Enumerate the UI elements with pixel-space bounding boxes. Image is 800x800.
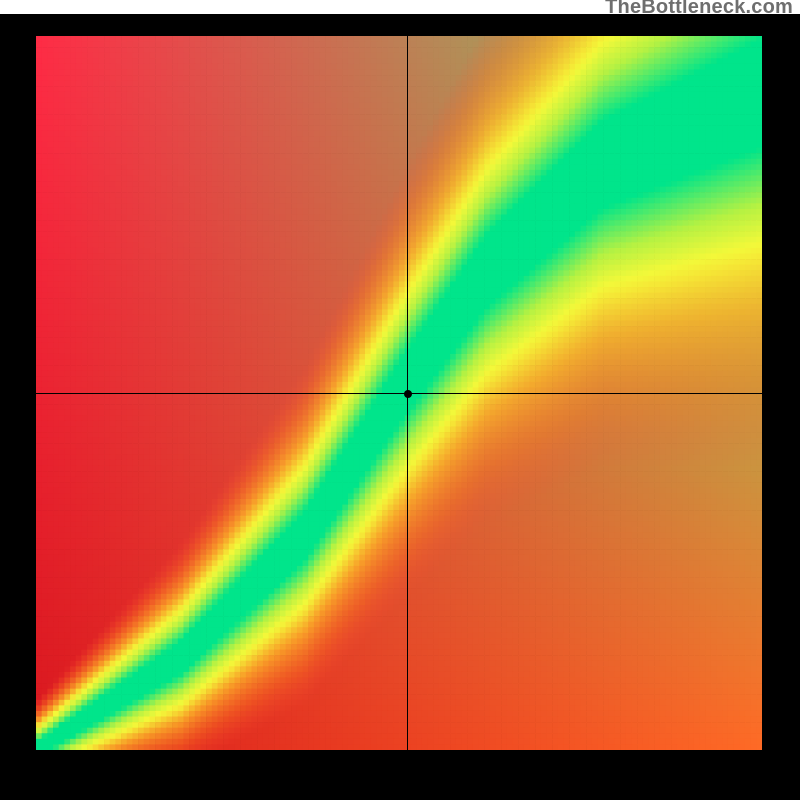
crosshair-dot: [404, 390, 412, 398]
crosshair-horizontal: [36, 393, 762, 394]
watermark-text: TheBottleneck.com: [605, 0, 793, 19]
